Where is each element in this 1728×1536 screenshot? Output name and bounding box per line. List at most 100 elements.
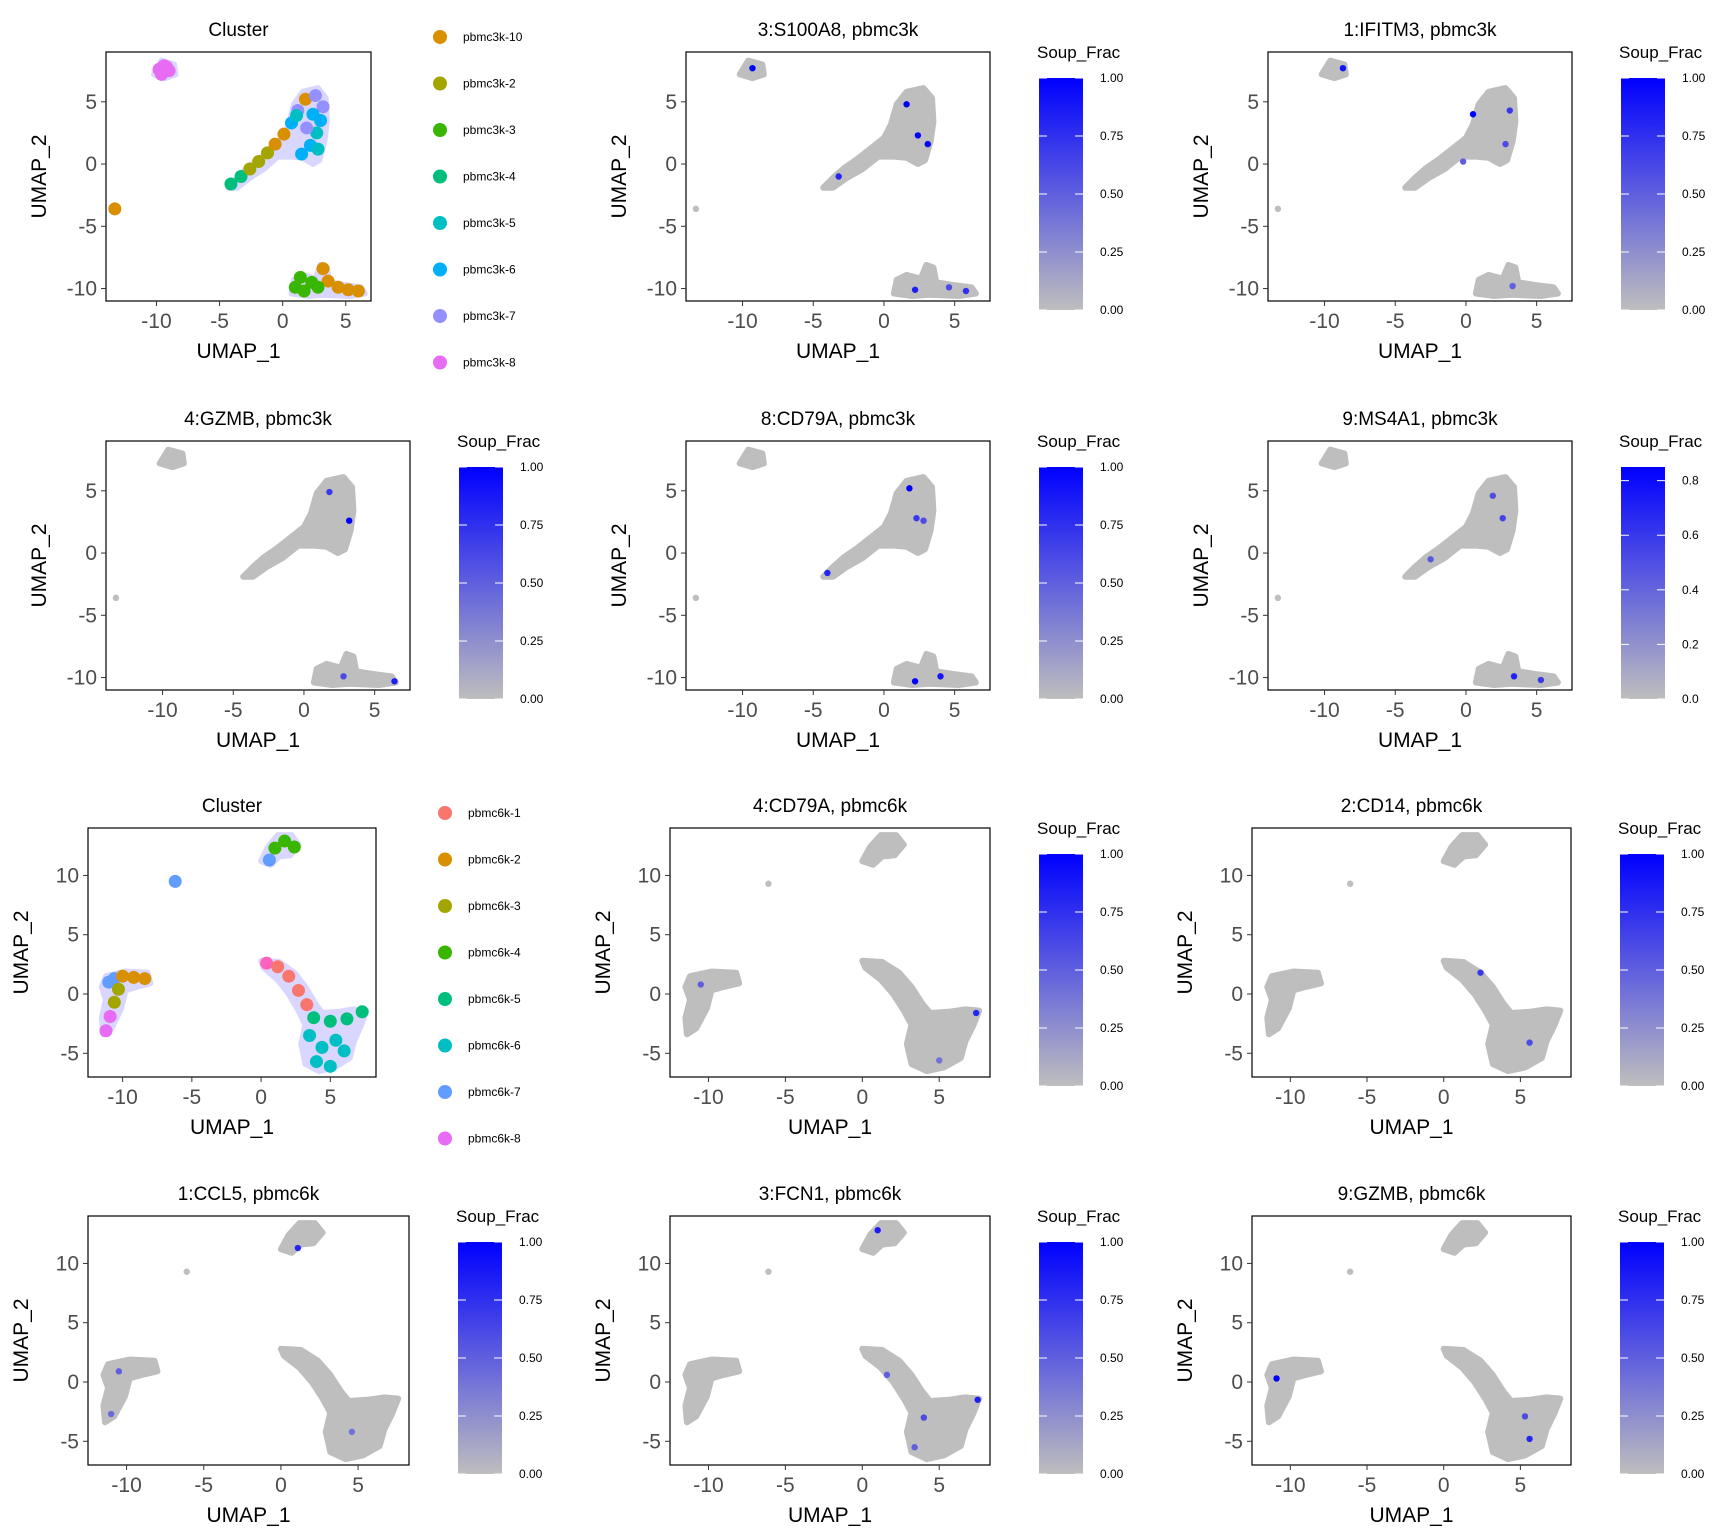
y-tick-label: 0 [1231,983,1243,1006]
y-tick-label: 5 [85,91,97,114]
legend-key [438,852,452,867]
legend-key [438,1131,452,1146]
cell-cloud [1472,650,1561,688]
y-tick-label: 0 [85,542,97,565]
colorbar-tick-label: 0.75 [1100,1293,1124,1307]
cluster-cell-point [310,126,324,140]
cluster-cell-point [108,202,122,216]
x-tick-label: 0 [856,1474,868,1497]
colorbar-tick-label: 0.6 [1682,528,1699,542]
x-tick-label: -5 [776,1474,795,1497]
cluster-cell-point [303,1029,317,1042]
soup-cell-point [1489,492,1497,499]
y-tick-label: -5 [78,215,97,238]
soup-cell-point [391,678,398,685]
colorbar-tick-label: 0.75 [1100,518,1124,532]
soup-cell-point [937,673,944,680]
cell-cloud [277,1345,402,1463]
x-axis-label: UMAP_1 [206,1504,290,1527]
soup-cell-point [945,284,953,291]
y-tick-label: -5 [78,604,97,627]
y-tick-label: 10 [56,864,79,887]
y-tick-label: 0 [85,153,97,176]
singleton-cell-point [112,594,120,602]
legend-label: pbmc6k-3 [468,899,521,913]
soup-cell-point [920,517,927,524]
y-tick-label: 10 [638,1252,661,1275]
cluster-cell-point [331,280,345,294]
cell-cloud [890,650,979,688]
cell-cloud [1440,832,1489,868]
y-tick-label: 10 [1220,1252,1243,1275]
x-tick-label: -10 [693,1086,723,1109]
y-tick-label: 5 [1247,91,1259,114]
x-axis-label: UMAP_1 [216,729,300,752]
soup-cell-point [924,140,931,148]
colorbar-tick-label: 0.50 [520,576,544,590]
y-tick-label: 0 [649,1371,661,1394]
cluster-cell-point [321,274,335,288]
soup-cell-point [1506,107,1513,114]
cluster-cell-point [111,982,125,996]
x-tick-label: -10 [1275,1474,1305,1497]
cluster-cell-point [268,137,282,151]
cluster-cell-point [234,170,248,183]
y-tick-label: 5 [1231,924,1243,947]
y-tick-label: 0 [649,983,661,1006]
soup-cell-point [920,1414,928,1421]
y-tick-label: 10 [56,1252,79,1275]
cluster-cell-point [287,840,301,854]
soup-cell-point [883,1371,891,1379]
legend-label: pbmc3k-5 [463,216,516,230]
colorbar-tick-label: 0.50 [1681,963,1705,977]
legend-label: pbmc3k-10 [463,30,523,44]
y-tick-label: 5 [649,924,661,947]
x-tick-label: 0 [298,699,310,722]
y-tick-label: 5 [665,91,677,114]
legend-key [433,355,447,370]
colorbar-tick-label: 0.00 [1100,303,1124,317]
cell-cloud [1440,1345,1564,1463]
panel-p1: Cluster -10 -5 0 5 5 0 -5 -10 UMAP_1 UMAP_2 pbmc3k-… [28,20,523,370]
cluster-cell-point [351,284,365,298]
cluster-cell-point [282,969,296,983]
y-tick-label: 0 [665,542,677,565]
colorbar-tick-label: 1.00 [1682,71,1706,85]
x-tick-label: 5 [933,1474,945,1497]
panel-title: Cluster [208,20,269,41]
cell-cloud [156,446,187,471]
panel-title: 2:CD14, pbmc6k [1341,796,1483,817]
colorbar-tick-label: 0.25 [1681,1021,1705,1035]
legend-key [438,899,452,913]
panel-title: 4:GZMB, pbmc3k [184,409,332,430]
y-tick-label: -5 [658,604,677,627]
cluster-cell-point [340,1012,354,1026]
y-tick-label: -5 [60,1430,79,1453]
x-tick-label: 5 [933,1086,945,1109]
panel-p3: 1:IFITM3, pbmc3k -10 -5 0 5 5 0 -5 -10 UMAP_1 UMAP… [1190,20,1706,363]
x-tick-label: -5 [183,1086,202,1109]
colorbar-tick-label: 0.00 [1682,303,1706,317]
colorbar-title: Soup_Frac [1618,1207,1702,1226]
colorbar-tick-label: 0.50 [1682,187,1706,201]
singleton-cell-point [1346,880,1354,887]
singleton-cell-point [692,594,700,602]
y-tick-label: 5 [665,480,677,503]
x-tick-label: 0 [1460,310,1472,333]
cluster-cell-point [323,1059,337,1073]
singleton-cell-point [1346,1268,1354,1275]
panel-p4: 4:GZMB, pbmc3k -10 -5 0 5 5 0 -5 -10 UMAP_1 UMAP_2… [28,409,544,752]
legend-key [433,123,447,137]
cell-cloud [859,1220,907,1256]
legend-label: pbmc3k-4 [463,170,516,184]
panel-title: 9:GZMB, pbmc6k [1338,1184,1486,1205]
cell-cloud [277,1220,326,1256]
legend-label: pbmc6k-4 [468,946,521,960]
soup-cell-point [911,678,919,685]
colorbar-title: Soup_Frac [457,432,541,451]
x-tick-label: 5 [1515,1474,1527,1497]
cluster-cell-point [99,1024,113,1038]
cell-cloud [1440,1220,1489,1256]
soup-cell-point [824,569,831,577]
y-tick-label: 0 [1247,542,1259,565]
